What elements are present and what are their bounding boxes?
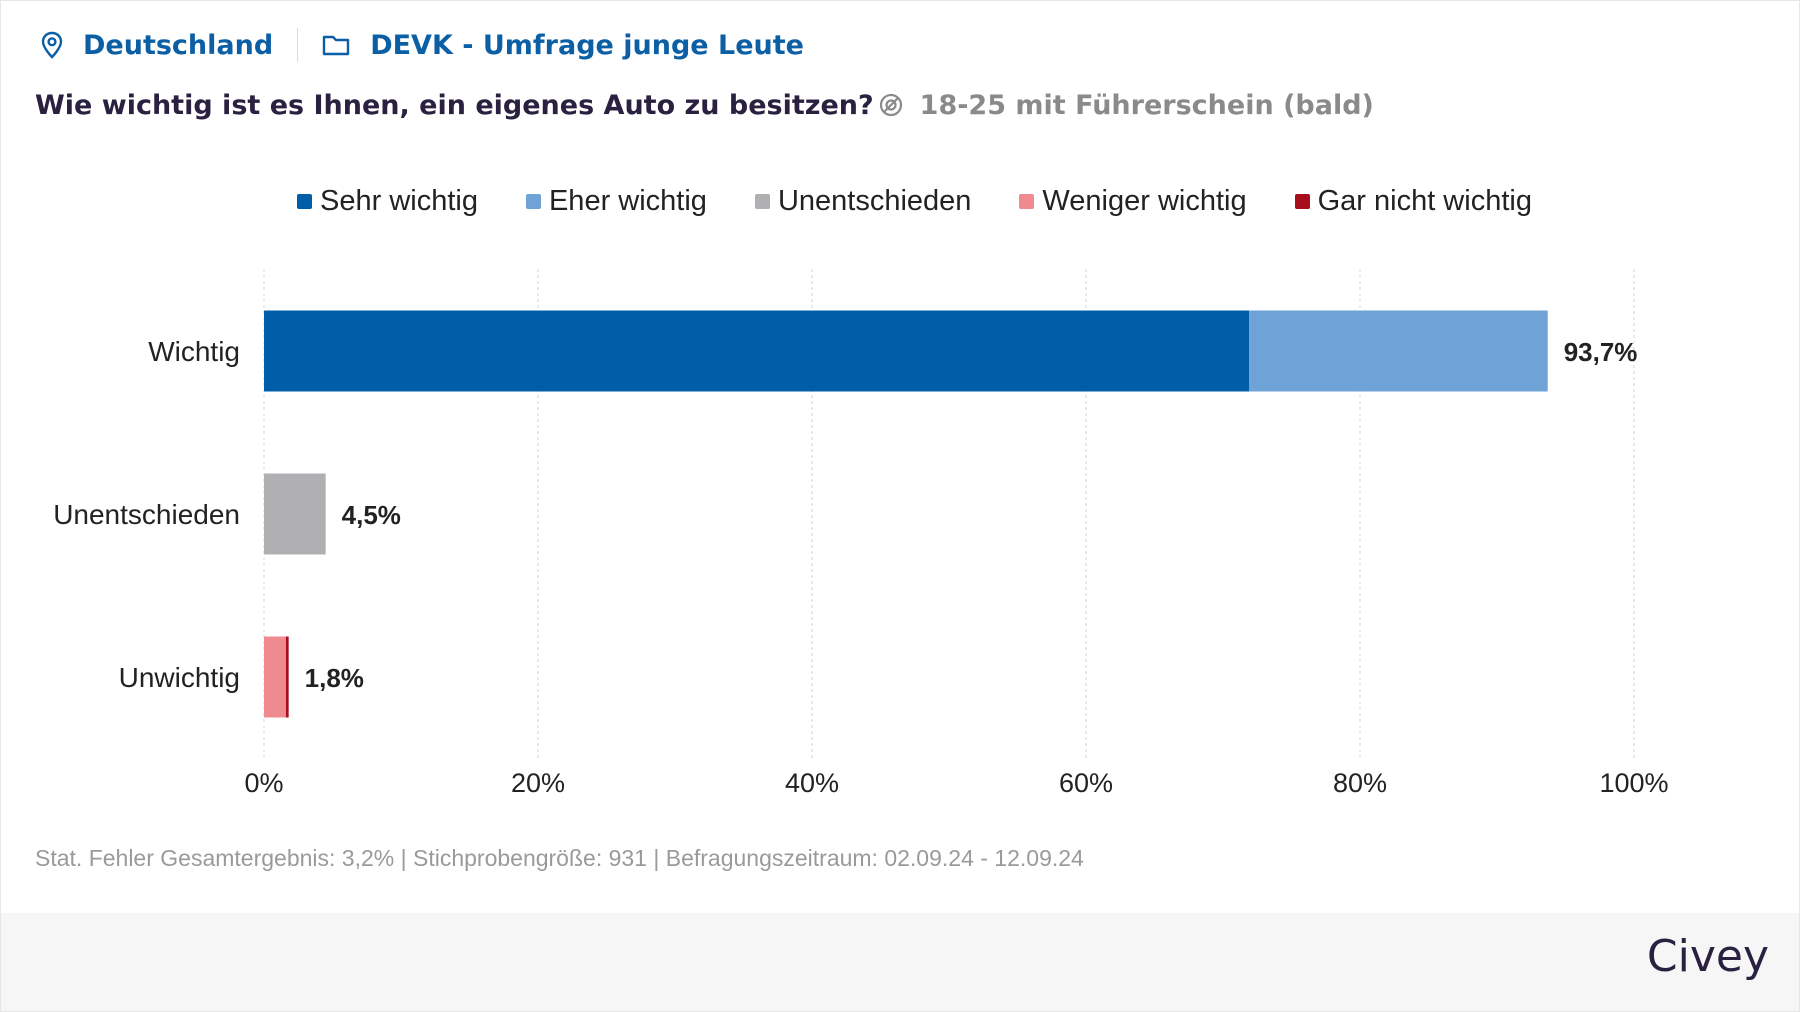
legend-item: Gar nicht wichtig <box>1294 184 1532 218</box>
region-label: Deutschland <box>83 29 274 61</box>
legend-swatch <box>297 193 312 209</box>
legend-label: Weniger wichtig <box>1042 184 1247 217</box>
legend-swatch <box>754 193 770 209</box>
legend-swatch <box>1019 193 1035 209</box>
data-label: 93,7% <box>1564 337 1638 367</box>
question-title: Wie wichtig ist es Ihnen, ein eigenes Au… <box>35 89 874 121</box>
bar-segment[interactable] <box>264 310 1250 392</box>
legend-item: Weniger wichtig <box>1019 184 1247 218</box>
x-tick-label: 40% <box>785 768 839 798</box>
bar-chart: 0% 20% 40% 60% 80% 100% Wichtig 93,7% Unentschie… <box>53 269 1669 798</box>
breadcrumb: Deutschland DEVK - Umfrage junge Leute <box>41 25 804 65</box>
category-label: Unwichtig <box>119 662 240 693</box>
legend-label: Unentschieden <box>777 184 972 217</box>
x-tick-label: 0% <box>244 768 283 798</box>
legend-swatch <box>525 193 541 209</box>
category-label: Unentschieden <box>53 499 240 530</box>
legend-label: Gar nicht wichtig <box>1317 184 1532 217</box>
target-filter-icon[interactable] <box>878 92 904 118</box>
chart-legend: Sehr wichtig Eher wichtig Unentschieden … <box>297 181 1532 221</box>
data-label: 4,5% <box>342 500 401 530</box>
survey-label: DEVK - Umfrage junge Leute <box>370 29 804 61</box>
data-label: 1,8% <box>305 663 364 693</box>
x-tick-label: 80% <box>1333 768 1387 798</box>
question-row: Wie wichtig ist es Ihnen, ein eigenes Au… <box>35 83 1374 127</box>
bar-segment[interactable] <box>264 473 326 555</box>
folder-icon <box>322 35 350 56</box>
x-tick-label: 60% <box>1059 768 1113 798</box>
location-pin-icon <box>41 31 63 59</box>
legend-label: Eher wichtig <box>548 184 707 217</box>
brand-logo[interactable]: Civey <box>1646 931 1769 982</box>
legend-label: Sehr wichtig <box>320 184 478 217</box>
footer-band <box>1 913 1799 1011</box>
legend-swatch <box>1294 193 1310 209</box>
bar-segment[interactable] <box>1249 310 1548 392</box>
bar-segment[interactable] <box>285 636 289 718</box>
legend-item: Sehr wichtig <box>297 185 478 218</box>
bar-segment[interactable] <box>264 636 286 718</box>
breadcrumb-divider <box>297 28 299 62</box>
x-tick-label: 20% <box>511 768 565 798</box>
x-tick-label: 100% <box>1599 768 1668 798</box>
category-label: Wichtig <box>148 336 240 367</box>
legend-item: Unentschieden <box>754 184 972 218</box>
region-link[interactable]: Deutschland <box>41 30 273 61</box>
audience-filter[interactable]: 18-25 mit Führerschein (bald) <box>919 89 1374 121</box>
legend-item: Eher wichtig <box>525 184 707 218</box>
survey-link[interactable]: DEVK - Umfrage junge Leute <box>322 30 804 61</box>
methodology-note: Stat. Fehler Gesamtergebnis: 3,2% | Stic… <box>35 845 1084 871</box>
